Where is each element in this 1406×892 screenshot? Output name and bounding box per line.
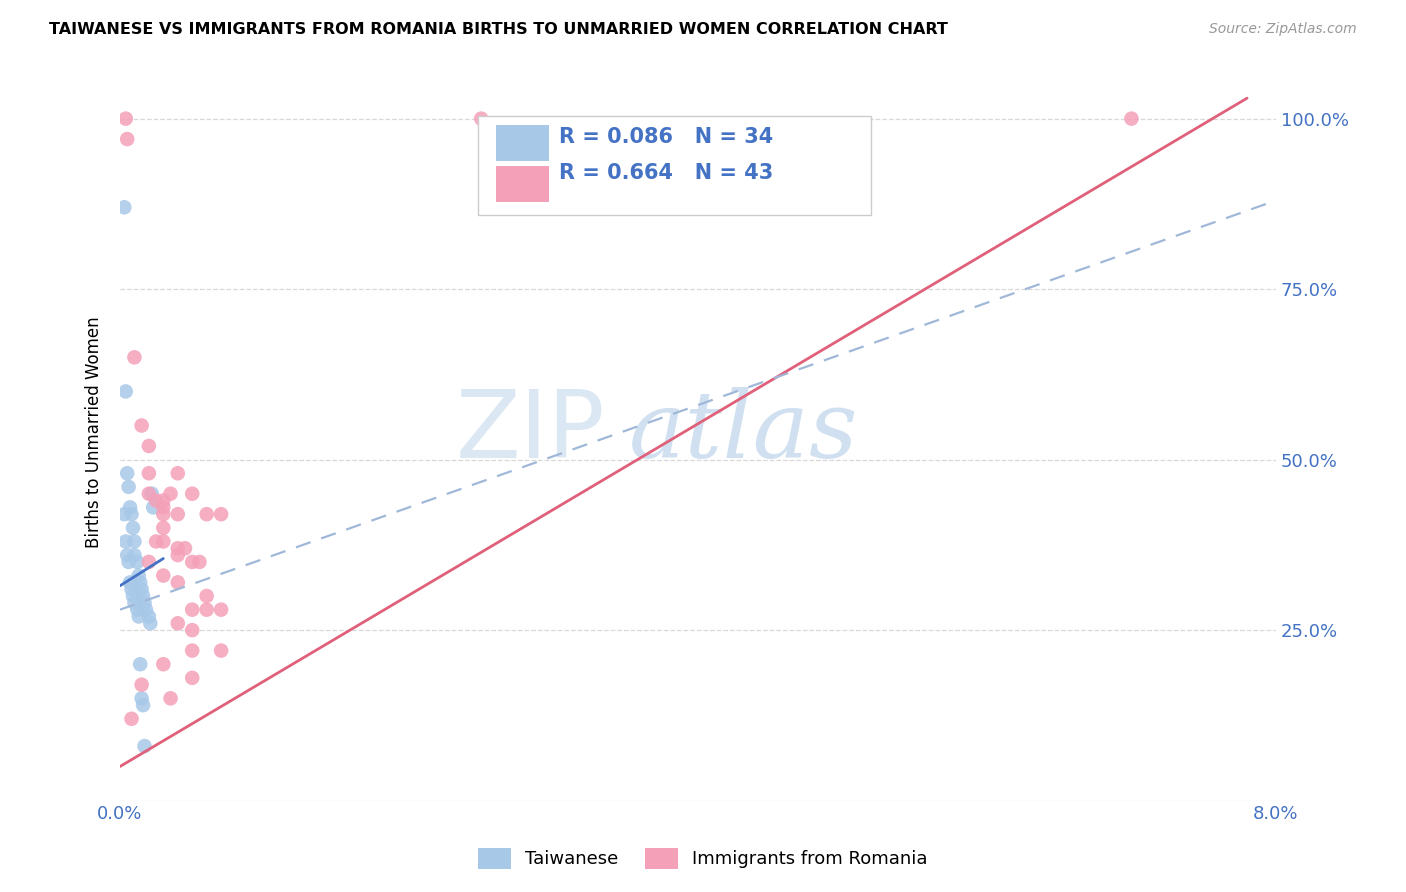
Point xyxy=(166,616,188,631)
Text: R = 0.664   N = 43: R = 0.664 N = 43 xyxy=(560,163,773,184)
Point xyxy=(181,486,204,500)
Point xyxy=(141,486,163,500)
Point xyxy=(127,555,149,569)
Point xyxy=(159,486,181,500)
Point xyxy=(181,671,204,685)
Point xyxy=(195,602,218,616)
Point xyxy=(128,609,150,624)
Point xyxy=(138,555,160,569)
Point xyxy=(152,507,174,521)
Point xyxy=(138,467,160,481)
Point xyxy=(181,555,204,569)
Point xyxy=(152,568,174,582)
Text: TAIWANESE VS IMMIGRANTS FROM ROMANIA BIRTHS TO UNMARRIED WOMEN CORRELATION CHART: TAIWANESE VS IMMIGRANTS FROM ROMANIA BIR… xyxy=(49,22,948,37)
Point xyxy=(159,691,181,706)
Point xyxy=(124,534,146,549)
Point xyxy=(134,596,156,610)
FancyBboxPatch shape xyxy=(496,166,548,202)
Point xyxy=(134,739,156,753)
Point xyxy=(120,575,142,590)
Point xyxy=(112,507,135,521)
Point xyxy=(121,507,143,521)
Point xyxy=(121,582,143,597)
Point xyxy=(209,643,232,657)
Point xyxy=(181,623,204,637)
Point xyxy=(122,521,145,535)
Point xyxy=(128,568,150,582)
Point xyxy=(115,548,138,562)
Point xyxy=(115,132,138,146)
Point xyxy=(152,493,174,508)
Point xyxy=(138,486,160,500)
FancyBboxPatch shape xyxy=(478,116,872,215)
Point xyxy=(166,507,188,521)
Point xyxy=(152,500,174,515)
Point xyxy=(470,112,492,126)
Point xyxy=(129,657,152,672)
Point xyxy=(122,589,145,603)
Point xyxy=(124,351,146,365)
Point xyxy=(132,589,155,603)
Point xyxy=(166,541,188,556)
Point xyxy=(131,418,153,433)
Point xyxy=(209,602,232,616)
Point xyxy=(124,596,146,610)
Text: Source: ZipAtlas.com: Source: ZipAtlas.com xyxy=(1209,22,1357,37)
Point xyxy=(188,555,211,569)
Point xyxy=(120,500,142,515)
Point xyxy=(145,493,167,508)
Point xyxy=(139,616,162,631)
Point xyxy=(174,541,197,556)
Point xyxy=(132,698,155,713)
Point xyxy=(195,589,218,603)
Text: ZIP: ZIP xyxy=(456,386,606,478)
Point xyxy=(131,678,153,692)
Point xyxy=(152,534,174,549)
Point xyxy=(121,712,143,726)
Point xyxy=(127,602,149,616)
FancyBboxPatch shape xyxy=(496,125,548,161)
Point xyxy=(209,507,232,521)
Point xyxy=(131,582,153,597)
Point xyxy=(195,507,218,521)
Y-axis label: Births to Unmarried Women: Births to Unmarried Women xyxy=(86,317,103,549)
Point xyxy=(138,609,160,624)
Point xyxy=(124,548,146,562)
Point xyxy=(181,602,204,616)
Point xyxy=(114,534,136,549)
Point xyxy=(138,439,160,453)
Point xyxy=(145,534,167,549)
Text: atlas: atlas xyxy=(628,387,858,477)
Point xyxy=(131,691,153,706)
Point xyxy=(152,657,174,672)
Point xyxy=(114,384,136,399)
Point xyxy=(135,602,157,616)
Point xyxy=(117,480,139,494)
Point xyxy=(181,643,204,657)
Point xyxy=(115,467,138,481)
Point xyxy=(166,467,188,481)
Text: R = 0.086   N = 34: R = 0.086 N = 34 xyxy=(560,127,773,146)
Point xyxy=(166,575,188,590)
Point xyxy=(129,575,152,590)
Point xyxy=(117,555,139,569)
Legend: Taiwanese, Immigrants from Romania: Taiwanese, Immigrants from Romania xyxy=(471,840,935,876)
Point xyxy=(142,500,165,515)
Point xyxy=(112,200,135,214)
Point xyxy=(114,112,136,126)
Point xyxy=(1121,112,1143,126)
Point xyxy=(152,521,174,535)
Point xyxy=(166,548,188,562)
